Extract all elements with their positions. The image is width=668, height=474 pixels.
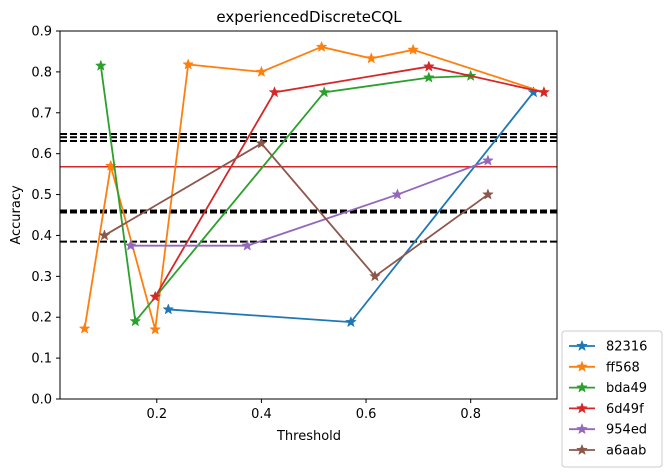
- data-point: [129, 315, 142, 327]
- data-point: [149, 323, 162, 335]
- data-point: [182, 58, 195, 70]
- legend-marker: [576, 402, 588, 414]
- legend-label: 82316: [606, 340, 647, 355]
- data-point: [482, 154, 494, 166]
- data-point: [124, 239, 137, 251]
- legend-label: bda49: [606, 381, 647, 396]
- data-point: [538, 86, 550, 98]
- series-line: [104, 142, 489, 278]
- data-point: [315, 40, 328, 52]
- data-point: [365, 52, 378, 64]
- data-point: [391, 188, 404, 200]
- legend-label: 954ed: [606, 423, 647, 438]
- data-point: [78, 322, 91, 334]
- y-tick-label: 0.9: [31, 25, 52, 40]
- data-point: [318, 86, 331, 98]
- y-tick-label: 0.4: [31, 229, 52, 244]
- legend: 82316 ff568 bda49 6d49f 954ed a6aab: [561, 330, 663, 468]
- data-point: [268, 86, 281, 98]
- x-tick-label: 0.6: [356, 407, 377, 422]
- x-axis-label: Threshold: [276, 429, 341, 444]
- data-point: [407, 43, 420, 55]
- series-line: [83, 46, 545, 330]
- series-line: [130, 159, 489, 247]
- y-tick-label: 0.6: [31, 147, 52, 162]
- data-point: [98, 229, 111, 241]
- chart-title: experiencedDiscreteCQL: [216, 8, 402, 26]
- x-tick-label: 0.4: [251, 407, 272, 422]
- y-tick-label: 0.1: [31, 352, 52, 367]
- y-tick-label: 0.2: [31, 311, 52, 326]
- x-tick-label: 0.2: [146, 407, 167, 422]
- data-point: [369, 270, 381, 282]
- data-point: [422, 71, 435, 83]
- y-axis-label: Accuracy: [9, 185, 24, 245]
- legend-marker: [576, 381, 588, 393]
- legend-marker: [576, 443, 588, 456]
- y-tick-label: 0.5: [31, 188, 52, 203]
- legend-marker: [576, 422, 588, 435]
- legend-label: 6d49f: [606, 402, 644, 417]
- plot-area: 0.2 0.4 0.6 0.8 0.0 0.1 0.2 0.3 0.4 0.5 0.6 0.7 0.8 0…: [31, 25, 558, 422]
- plot-frame: [59, 30, 558, 400]
- y-tick-label: 0.8: [31, 65, 52, 80]
- legend-marker: [576, 339, 588, 352]
- data-point: [482, 188, 494, 200]
- x-tick-label: 0.8: [460, 407, 481, 422]
- data-point: [162, 303, 175, 315]
- data-point: [241, 239, 254, 251]
- y-tick-label: 0.0: [31, 393, 52, 408]
- legend-marker: [576, 360, 588, 372]
- data-point: [94, 59, 107, 71]
- data-point: [255, 137, 268, 149]
- series-line: [168, 91, 535, 324]
- data-point: [255, 65, 268, 77]
- y-tick-label: 0.3: [31, 270, 52, 285]
- data-point: [422, 60, 435, 72]
- legend-label: a6aab: [606, 444, 646, 459]
- data-point: [344, 315, 357, 328]
- series-line: [99, 65, 471, 324]
- data-point: [149, 290, 162, 302]
- y-tick-label: 0.7: [31, 106, 52, 121]
- legend-label: ff568: [606, 360, 640, 375]
- series-line: [154, 65, 545, 298]
